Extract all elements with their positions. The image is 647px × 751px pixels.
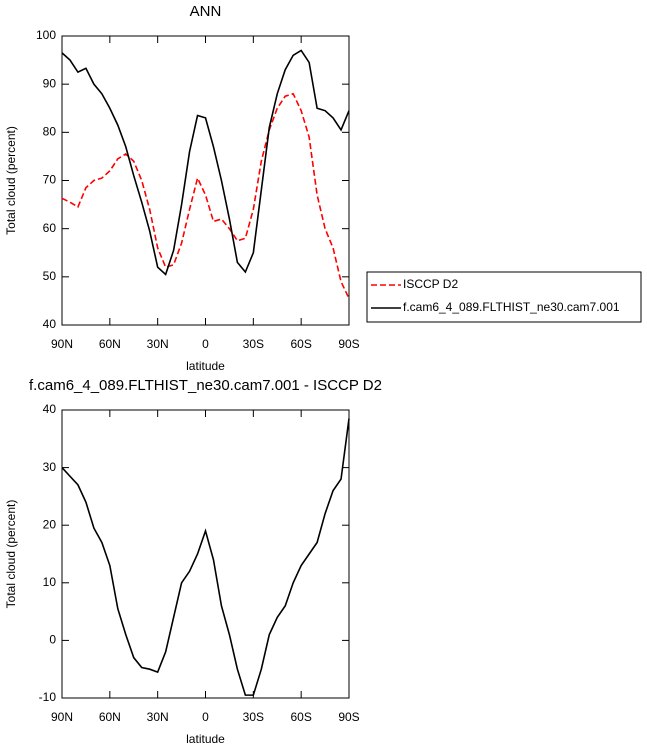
y-tick-label: 40: [43, 317, 57, 331]
x-tick-label: 90S: [338, 710, 359, 724]
y-tick-label: 30: [43, 460, 57, 474]
x-tick-label: 60S: [290, 710, 311, 724]
y-tick-label: 60: [43, 221, 57, 235]
series-line: [61, 418, 350, 696]
y-tick-label: 0: [49, 633, 56, 647]
y-tick-label: 20: [43, 517, 57, 531]
x-tick-label: 90S: [338, 337, 359, 351]
y-tick-label: 40: [43, 402, 57, 416]
x-tick-label: 60N: [99, 337, 121, 351]
legend-label: f.cam6_4_089.FLTHIST_ne30.cam7.001: [403, 300, 620, 314]
x-tick-label: 0: [202, 337, 209, 351]
y-tick-label: 50: [43, 269, 57, 283]
y-tick-label: 80: [43, 125, 57, 139]
x-tick-label: 30N: [147, 710, 169, 724]
series-line: [61, 92, 350, 299]
legend-box: [366, 271, 642, 323]
y-tick-label: 90: [43, 76, 57, 90]
y-axis-label: Total cloud (percent): [4, 126, 18, 235]
x-axis-label: latitude: [186, 732, 225, 746]
chart-title: f.cam6_4_089.FLTHIST_ne30.cam7.001 - ISC…: [29, 377, 382, 394]
x-tick-label: 90N: [51, 337, 73, 351]
y-tick-label: -10: [39, 690, 57, 704]
chart-title: ANN: [190, 3, 222, 20]
x-tick-label: 0: [202, 710, 209, 724]
x-tick-label: 60S: [290, 337, 311, 351]
x-tick-label: 30S: [243, 337, 264, 351]
y-tick-label: 10: [43, 575, 57, 589]
x-tick-label: 60N: [99, 710, 121, 724]
y-axis-label: Total cloud (percent): [4, 500, 18, 609]
x-tick-label: 30N: [147, 337, 169, 351]
y-tick-label: 100: [36, 28, 56, 42]
legend-label: ISCCP D2: [403, 277, 458, 291]
x-axis-label: latitude: [186, 359, 225, 373]
plot-frame: [61, 35, 350, 326]
series-line: [61, 49, 350, 276]
plot-frame: [61, 409, 350, 699]
x-tick-label: 90N: [51, 710, 73, 724]
y-tick-label: 70: [43, 173, 57, 187]
x-tick-label: 30S: [243, 710, 264, 724]
